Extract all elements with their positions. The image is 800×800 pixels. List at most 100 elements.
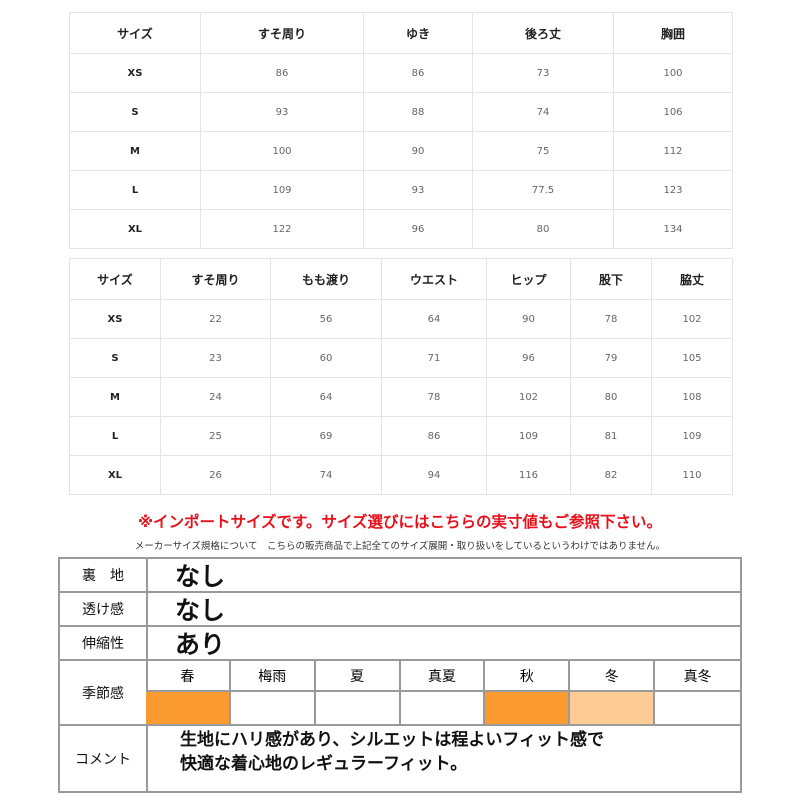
bottoms-size-table: サイズ すそ周り もも渡り ウエスト ヒップ 股下 脇丈 XS 22 56 64 90 78 102 S 23… xyxy=(69,258,733,495)
season-level-none xyxy=(655,692,740,724)
season-name: 秋 xyxy=(485,661,571,692)
measurement-cell: 22 xyxy=(160,299,271,339)
stretch-row: 伸縮性 あり xyxy=(60,627,740,661)
comment-label: コメント xyxy=(60,726,148,791)
season-level-none xyxy=(230,692,316,724)
stretch-value: あり xyxy=(175,630,226,659)
measurement-cell: 88 xyxy=(363,92,473,132)
lining-value: なし xyxy=(175,562,226,591)
measurement-cell: 74 xyxy=(270,455,382,495)
measurement-cell: 96 xyxy=(363,209,473,249)
measurement-cell: 86 xyxy=(363,53,473,93)
measurement-cell: 24 xyxy=(160,377,271,417)
table-row: S 23 60 71 96 79 105 xyxy=(69,338,733,378)
measurement-cell: 110 xyxy=(651,455,733,495)
size-cell: M xyxy=(69,131,201,171)
table-row: XL 122 96 80 134 xyxy=(69,209,733,249)
measurement-cell: 56 xyxy=(270,299,382,339)
measurement-cell: 90 xyxy=(363,131,473,171)
table-row: L 109 93 77.5 123 xyxy=(69,170,733,210)
table-row: XS 86 86 73 100 xyxy=(69,53,733,93)
lining-label: 裏 地 xyxy=(60,559,148,591)
measurement-cell: 69 xyxy=(270,416,382,456)
season-grid: 春梅雨夏真夏秋冬真冬 xyxy=(146,661,740,724)
measurement-cell: 64 xyxy=(381,299,487,339)
measurement-cell: 94 xyxy=(381,455,487,495)
measurement-cell: 80 xyxy=(472,209,614,249)
size-cell: L xyxy=(69,170,201,210)
measurement-cell: 78 xyxy=(381,377,487,417)
table-row: XL 26 74 94 116 82 110 xyxy=(69,455,733,495)
measurement-cell: 108 xyxy=(651,377,733,417)
comment-text: 生地にハリ感があり、シルエットは程よいフィット感で 快適な着心地のレギュラーフィ… xyxy=(180,728,604,776)
table-row: XS 22 56 64 90 78 102 xyxy=(69,299,733,339)
season-level-none xyxy=(315,692,401,724)
column-header: ヒップ xyxy=(486,258,571,300)
header-row: サイズ すそ周り ゆき 後ろ丈 胸囲 xyxy=(69,12,733,54)
season-label: 季節感 xyxy=(60,661,148,724)
season-level-none xyxy=(400,692,486,724)
measurement-cell: 60 xyxy=(270,338,382,378)
size-cell: XL xyxy=(69,209,201,249)
spec-table: 裏 地 なし 透け感 なし 伸縮性 あり 季節感 春梅雨夏真夏秋冬真冬 コメント… xyxy=(58,557,742,793)
measurement-cell: 106 xyxy=(613,92,733,132)
measurement-cell: 105 xyxy=(651,338,733,378)
table-row: L 25 69 86 109 81 109 xyxy=(69,416,733,456)
season-name: 春 xyxy=(146,661,231,692)
measurement-cell: 90 xyxy=(486,299,571,339)
season-level-partial xyxy=(570,692,656,724)
measurement-cell: 134 xyxy=(613,209,733,249)
measurement-cell: 116 xyxy=(486,455,571,495)
column-header: すそ周り xyxy=(200,12,364,54)
measurement-cell: 74 xyxy=(472,92,614,132)
table-row: M 100 90 75 112 xyxy=(69,131,733,171)
column-header: サイズ xyxy=(69,258,161,300)
measurement-cell: 71 xyxy=(381,338,487,378)
size-cell: M xyxy=(69,377,161,417)
lining-row: 裏 地 なし xyxy=(60,559,740,593)
column-header: もも渡り xyxy=(270,258,382,300)
measurement-cell: 100 xyxy=(613,53,733,93)
column-header: 後ろ丈 xyxy=(472,12,614,54)
comment-line: 快適な着心地のレギュラーフィット。 xyxy=(180,754,468,774)
measurement-cell: 75 xyxy=(472,131,614,171)
season-row: 季節感 春梅雨夏真夏秋冬真冬 xyxy=(60,661,740,726)
comment-line: 生地にハリ感があり、シルエットは程よいフィット感で xyxy=(180,730,604,750)
measurement-cell: 86 xyxy=(200,53,364,93)
stretch-label: 伸縮性 xyxy=(60,627,148,659)
column-header: 脇丈 xyxy=(651,258,733,300)
column-header: ゆき xyxy=(363,12,473,54)
season-name: 夏 xyxy=(315,661,401,692)
measurement-cell: 64 xyxy=(270,377,382,417)
column-header: すそ周り xyxy=(160,258,271,300)
measurement-cell: 78 xyxy=(570,299,652,339)
column-header: 胸囲 xyxy=(613,12,733,54)
measurement-cell: 109 xyxy=(200,170,364,210)
measurement-cell: 79 xyxy=(570,338,652,378)
season-name: 冬 xyxy=(570,661,656,692)
measurement-cell: 123 xyxy=(613,170,733,210)
size-cell: L xyxy=(69,416,161,456)
tops-size-table: サイズ すそ周り ゆき 後ろ丈 胸囲 XS 86 86 73 100 S 93 88 74 106 M 100 9… xyxy=(69,12,733,249)
size-cell: XL xyxy=(69,455,161,495)
sheer-label: 透け感 xyxy=(60,593,148,625)
measurement-cell: 25 xyxy=(160,416,271,456)
measurement-cell: 93 xyxy=(363,170,473,210)
column-header: ウエスト xyxy=(381,258,487,300)
column-header: 股下 xyxy=(570,258,652,300)
column-header: サイズ xyxy=(69,12,201,54)
season-name: 真冬 xyxy=(655,661,740,692)
size-cell: XS xyxy=(69,299,161,339)
measurement-cell: 109 xyxy=(651,416,733,456)
season-level-full xyxy=(146,692,231,724)
table-row: S 93 88 74 106 xyxy=(69,92,733,132)
measurement-cell: 86 xyxy=(381,416,487,456)
measurement-cell: 112 xyxy=(613,131,733,171)
measurement-cell: 96 xyxy=(486,338,571,378)
measurement-cell: 80 xyxy=(570,377,652,417)
measurement-cell: 100 xyxy=(200,131,364,171)
size-cell: S xyxy=(69,92,201,132)
size-cell: S xyxy=(69,338,161,378)
sheer-value: なし xyxy=(175,596,226,625)
header-row: サイズ すそ周り もも渡り ウエスト ヒップ 股下 脇丈 xyxy=(69,258,733,300)
